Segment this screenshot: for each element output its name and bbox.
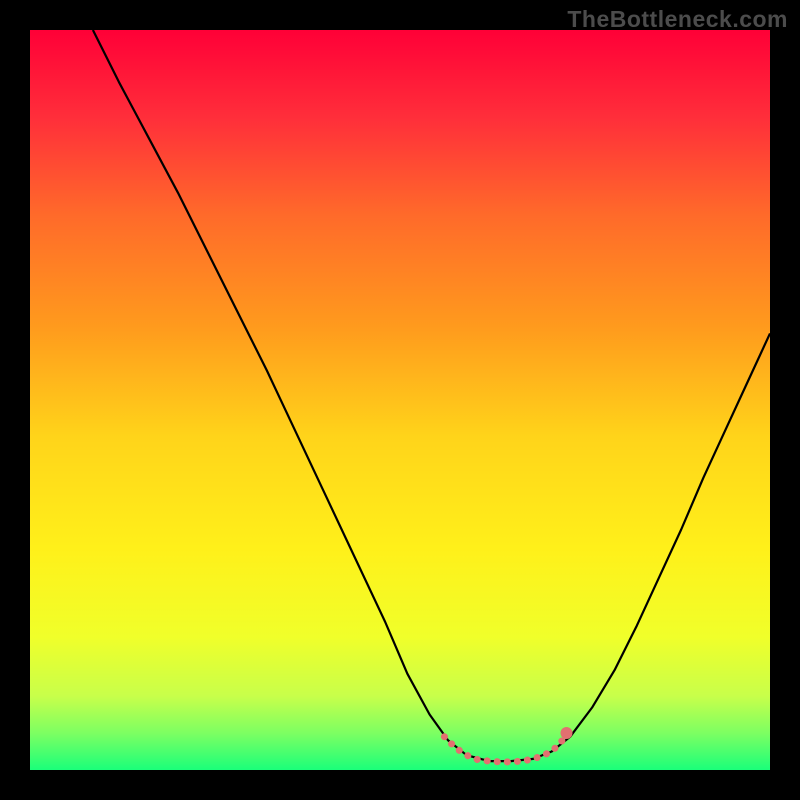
watermark-text: TheBottleneck.com	[567, 6, 788, 33]
chart-svg	[0, 0, 800, 800]
optimal-marker	[561, 727, 573, 739]
chart-container: TheBottleneck.com	[0, 0, 800, 800]
